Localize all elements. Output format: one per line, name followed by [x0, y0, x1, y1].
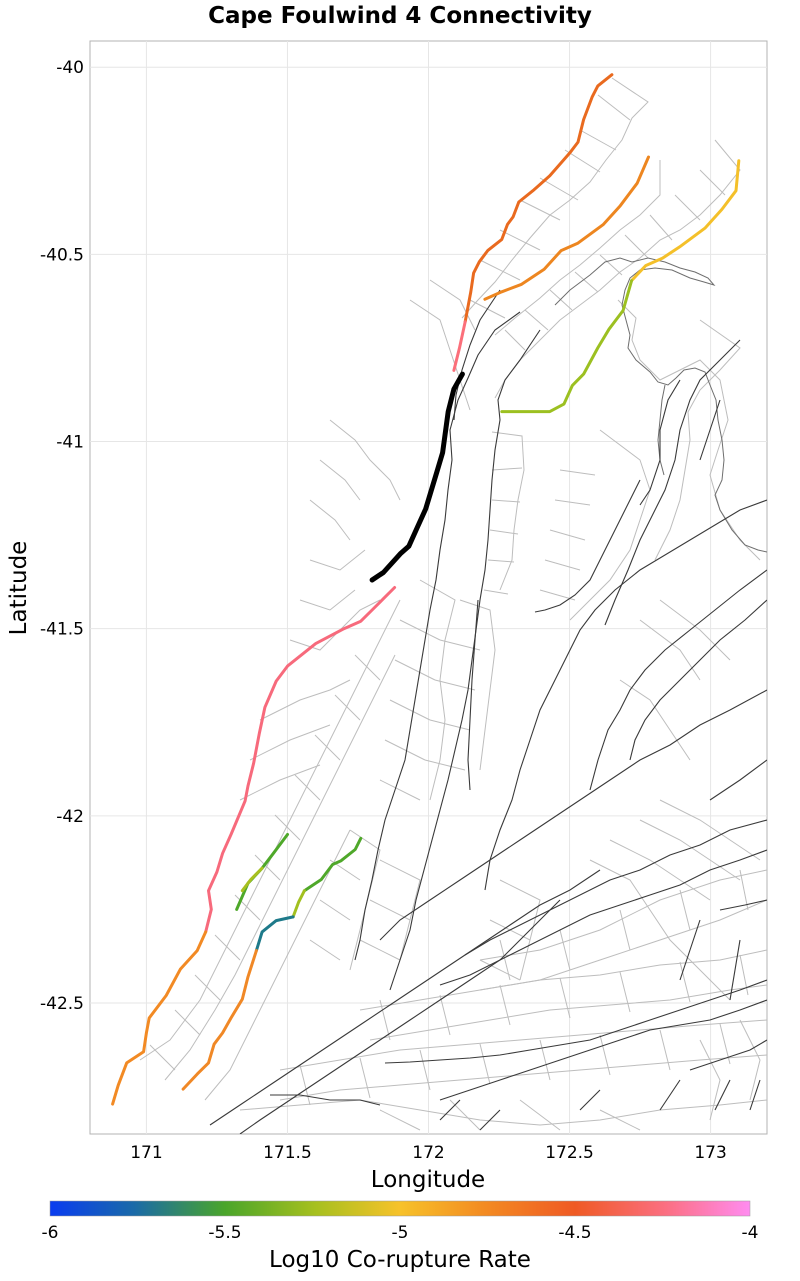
colorbar-tick-label: -6 [42, 1223, 59, 1243]
y-tick-label: -41 [56, 433, 84, 453]
x-tick-label: 171 [130, 1143, 162, 1163]
x-axis-ticks: 171 171.5 172 172.5 173 [130, 1143, 727, 1163]
x-axis-label: Longitude [371, 1167, 485, 1193]
west-coast-yellow-green [240, 866, 264, 893]
golden-bay-segment [630, 159, 741, 283]
colorbar-label: Log10 Co-rupture Rate [269, 1247, 531, 1273]
coastline [554, 257, 767, 553]
gridlines [90, 41, 767, 1134]
colorbar-tick-label: -4.5 [558, 1223, 591, 1243]
x-tick-label: 173 [694, 1143, 726, 1163]
target-section-line [369, 371, 465, 583]
y-tick-label: -42.5 [40, 994, 84, 1014]
inland-green-segment [302, 836, 363, 893]
y-axis-label: Latitude [6, 541, 32, 636]
mid-offshore-segment [483, 155, 650, 301]
north-offshore-segment [463, 73, 614, 324]
north-offshore-tail [452, 320, 467, 372]
fault-traces [209, 289, 767, 1134]
x-tick-label: 172 [412, 1143, 444, 1163]
y-tick-label: -41.5 [40, 620, 84, 640]
colorbar [49, 1200, 751, 1217]
inland-teal-segment [254, 915, 295, 953]
y-tick-label: -42 [56, 807, 84, 827]
colorbar-tick-label: -4 [742, 1223, 759, 1243]
colorbar-ticks: -6 -5.5 -5 -4.5 -4 [42, 1223, 759, 1243]
y-tick-label: -40 [56, 58, 84, 78]
fault-subsection-outlines [139, 77, 767, 1131]
inland-lower-orange [181, 949, 258, 1091]
west-coast-lower-orange [111, 930, 208, 1106]
y-tick-label: -40.5 [40, 245, 84, 265]
corupture-segments [111, 73, 741, 1106]
west-coast-pink-segment [204, 586, 397, 934]
colorbar-tick-label: -5.5 [208, 1223, 241, 1243]
x-tick-label: 171.5 [263, 1143, 312, 1163]
x-tick-label: 172.5 [545, 1143, 594, 1163]
inland-yellow-green [291, 889, 306, 919]
colorbar-tick-label: -5 [392, 1223, 409, 1243]
chart-title: Cape Foulwind 4 Connectivity [208, 3, 592, 29]
y-axis-ticks: -40 -40.5 -41 -41.5 -42 -42.5 [40, 58, 84, 1014]
golden-bay-lower-segment [500, 279, 634, 414]
